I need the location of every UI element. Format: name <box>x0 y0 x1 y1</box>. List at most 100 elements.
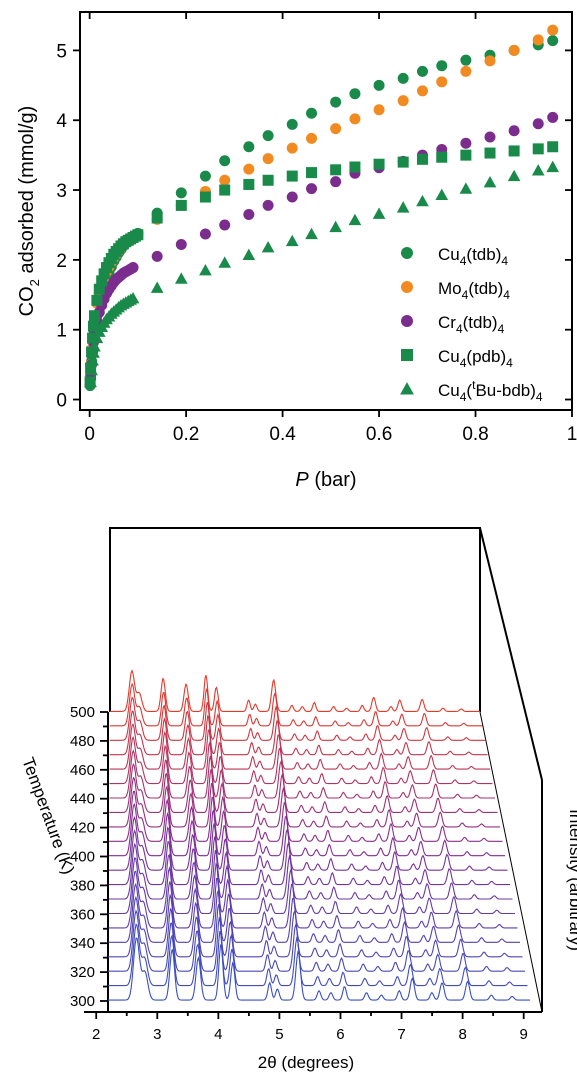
data-point <box>397 156 409 168</box>
data-point <box>86 354 99 366</box>
data-point <box>330 164 342 176</box>
data-point <box>219 174 231 186</box>
data-point <box>416 153 428 165</box>
x-tick-label: 0 <box>84 424 95 445</box>
xrd-trace <box>109 749 495 799</box>
data-point <box>87 332 99 344</box>
back-wall <box>109 527 481 712</box>
data-point <box>483 176 497 188</box>
data-points <box>84 24 560 392</box>
temperature-tick-label: 380 <box>70 877 95 894</box>
data-point <box>219 184 231 196</box>
data-point <box>174 272 188 284</box>
data-point <box>532 118 544 130</box>
xrd-trace <box>108 909 525 972</box>
x-tick-label: 0.2 <box>173 424 199 445</box>
data-point <box>532 34 544 46</box>
temperature-tick-label: 400 <box>70 849 95 866</box>
data-point <box>88 340 101 352</box>
xrd-trace <box>108 923 528 987</box>
legend-label: Cu4(pdb)4 <box>438 347 513 370</box>
xrd-trace <box>109 790 503 842</box>
data-point <box>151 212 163 224</box>
data-point <box>262 174 274 186</box>
data-point <box>90 331 104 344</box>
data-point <box>96 275 108 287</box>
data-point <box>373 104 385 116</box>
data-point <box>459 182 473 194</box>
xrd-trace <box>109 776 500 828</box>
legend-marker <box>401 349 413 361</box>
data-point <box>416 85 428 97</box>
temperature-tick-label: 320 <box>70 964 95 981</box>
data-point <box>460 54 472 66</box>
xrd-trace <box>109 696 485 741</box>
data-point <box>305 227 318 240</box>
y-tick-label: 1 <box>56 321 67 342</box>
box-outline <box>109 527 543 1013</box>
data-point <box>219 155 231 167</box>
x-axis-title-rest: (bar) <box>309 469 357 491</box>
x-tick-label: 0.6 <box>366 424 392 445</box>
xrd-trace <box>108 815 508 871</box>
data-point <box>132 229 144 241</box>
xrd-waterfall-chart: 300320340360380400420440460480500Tempera… <box>18 527 577 1072</box>
data-point <box>262 130 274 142</box>
xrd-trace <box>108 842 513 900</box>
data-point <box>436 60 448 72</box>
data-point <box>349 161 361 173</box>
data-point <box>261 240 275 253</box>
data-point <box>373 158 385 170</box>
data-point <box>416 194 429 207</box>
data-point <box>546 160 560 173</box>
data-point <box>219 219 231 231</box>
data-point <box>508 125 520 137</box>
legend: Cu4(tdb)4 Mo4(tdb)4 Cr4(tdb)4 Cu4(pdb)4 Cu4(… <box>400 245 543 404</box>
data-point <box>199 228 211 240</box>
two-theta-tick-label: 2 <box>92 1026 100 1043</box>
xrd-trace <box>109 762 498 813</box>
temperature-tick-label: 300 <box>70 993 95 1010</box>
data-point <box>127 262 139 274</box>
data-point <box>349 113 361 125</box>
data-point <box>436 151 448 163</box>
data-point <box>508 44 520 56</box>
y-tick-label: 3 <box>56 181 67 202</box>
series-4 <box>84 160 560 388</box>
data-point <box>306 167 318 179</box>
legend-marker <box>401 315 413 327</box>
data-point <box>547 141 559 153</box>
data-point <box>460 149 472 161</box>
legend-marker <box>401 281 413 293</box>
intensity-axis-title: Intensity (arbitrary) <box>566 809 577 951</box>
data-point <box>84 375 97 388</box>
xrd-trace <box>109 736 493 785</box>
data-point <box>150 281 164 293</box>
data-point <box>349 88 361 100</box>
data-point <box>435 188 449 201</box>
data-point <box>175 187 187 199</box>
two-theta-tick-label: 3 <box>153 1026 161 1043</box>
data-point <box>396 201 410 213</box>
xrd-trace <box>108 857 515 915</box>
data-point <box>329 220 342 233</box>
data-point <box>547 111 559 123</box>
legend-label: Cu4(tdb)4 <box>438 245 508 268</box>
y-tick-label: 5 <box>56 41 67 62</box>
xrd-trace <box>109 710 488 756</box>
data-point <box>199 191 211 203</box>
data-point <box>460 65 472 77</box>
y-axis-title-b: adsorbed (mmol/g) <box>16 106 38 279</box>
two-theta-tick-label: 4 <box>214 1026 222 1043</box>
xrd-trace <box>109 682 483 727</box>
data-point <box>199 170 211 182</box>
legend-marker <box>400 382 414 395</box>
temperature-tick-label: 420 <box>70 820 95 837</box>
data-point <box>547 35 559 47</box>
data-point <box>243 208 255 220</box>
xrd-trace <box>108 829 510 886</box>
data-point <box>348 213 362 226</box>
xrd-trace <box>109 803 505 857</box>
data-point <box>243 178 255 190</box>
x-tick-label: 1 <box>567 424 577 445</box>
